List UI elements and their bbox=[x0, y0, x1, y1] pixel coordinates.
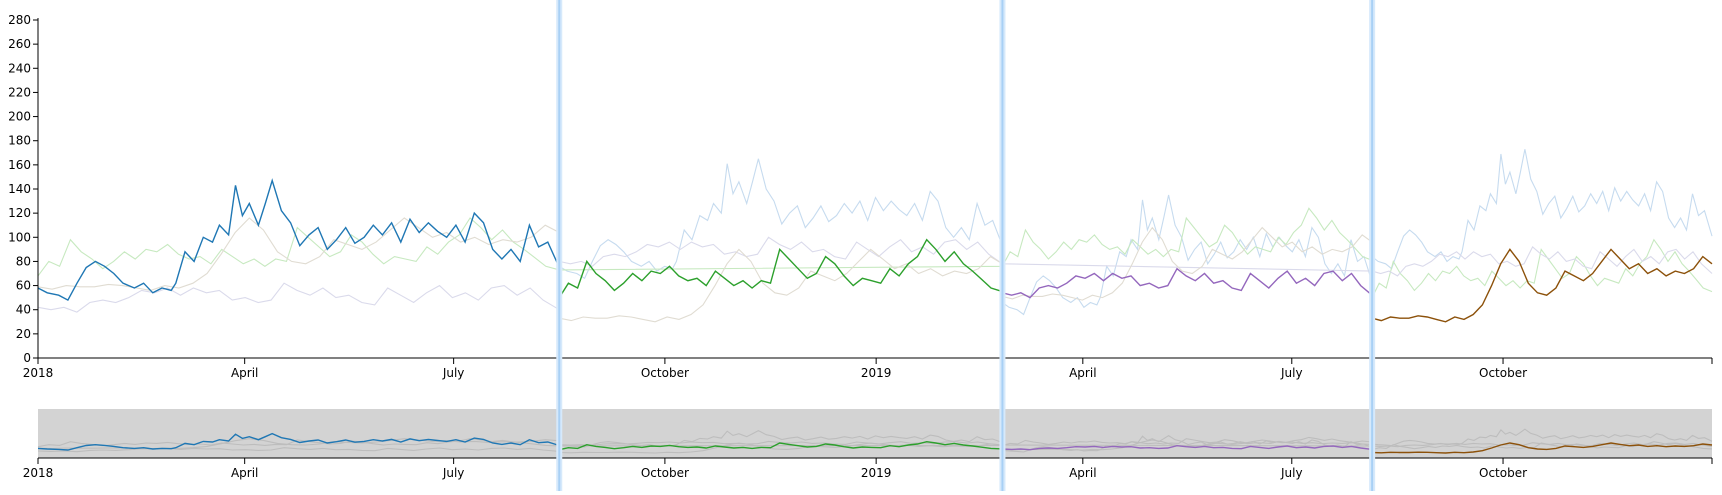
ghost-series-line bbox=[37, 236, 1713, 313]
x-tick-label: April bbox=[231, 366, 258, 380]
y-tick-label: 20 bbox=[16, 327, 31, 341]
y-tick-label: 120 bbox=[8, 206, 31, 220]
series-line bbox=[558, 238, 1003, 298]
x-tick-label: July bbox=[442, 466, 465, 480]
x-tick-label: July bbox=[1280, 466, 1303, 480]
y-tick-label: 160 bbox=[8, 158, 31, 172]
y-tick-label: 240 bbox=[8, 61, 31, 75]
context-series-line bbox=[559, 440, 1003, 451]
context-series-line bbox=[1002, 444, 1373, 451]
y-tick-label: 40 bbox=[16, 303, 31, 317]
ghost-series-line bbox=[559, 149, 1713, 316]
y-tick-label: 100 bbox=[8, 230, 31, 244]
series-line bbox=[1002, 267, 1373, 299]
y-tick-label: 220 bbox=[8, 85, 31, 99]
series-line bbox=[1371, 248, 1713, 323]
x-tick-label: 2019 bbox=[861, 366, 892, 380]
y-tick-label: 280 bbox=[8, 13, 31, 27]
ghost-series-line bbox=[37, 217, 1373, 323]
y-tick-label: 140 bbox=[8, 182, 31, 196]
x-tick-label: 2018 bbox=[23, 366, 54, 380]
x-axis-focus: 2018 April July October 2019 April July October bbox=[23, 357, 1713, 380]
x-tick-label: 2019 bbox=[861, 466, 892, 480]
context-series-line bbox=[37, 432, 560, 451]
context-ghost-line bbox=[37, 436, 1713, 451]
y-tick-label: 60 bbox=[16, 279, 31, 293]
x-tick-label: April bbox=[231, 466, 258, 480]
x-tick-label: July bbox=[1280, 366, 1303, 380]
y-tick-label: 0 bbox=[23, 351, 31, 365]
y-tick-label: 260 bbox=[8, 37, 31, 51]
y-tick-label: 180 bbox=[8, 134, 31, 148]
x-tick-label: April bbox=[1069, 466, 1096, 480]
focus-ghost-series bbox=[37, 149, 1713, 323]
y-axis: 0 20 40 60 80 100 120 140 160 180 200 220 240 260 280 bbox=[8, 13, 39, 365]
x-tick-label: July bbox=[442, 366, 465, 380]
brush-selection-area[interactable] bbox=[38, 409, 1712, 458]
x-tick-label: October bbox=[1479, 366, 1527, 380]
x-axis-context: 2018 April July October 2019 April July October bbox=[23, 457, 1713, 480]
y-tick-label: 80 bbox=[16, 254, 31, 268]
x-tick-label: October bbox=[641, 366, 689, 380]
x-tick-label: October bbox=[1479, 466, 1527, 480]
context-series-line bbox=[1372, 442, 1713, 454]
y-tick-label: 200 bbox=[8, 110, 31, 124]
segment-dividers[interactable] bbox=[556, 0, 1376, 491]
focus-series bbox=[37, 178, 1713, 323]
x-tick-label: April bbox=[1069, 366, 1096, 380]
ghost-series-line bbox=[37, 207, 1713, 298]
series-line bbox=[37, 178, 560, 302]
context-series bbox=[37, 432, 1713, 454]
x-tick-label: October bbox=[641, 466, 689, 480]
x-tick-label: 2018 bbox=[23, 466, 54, 480]
